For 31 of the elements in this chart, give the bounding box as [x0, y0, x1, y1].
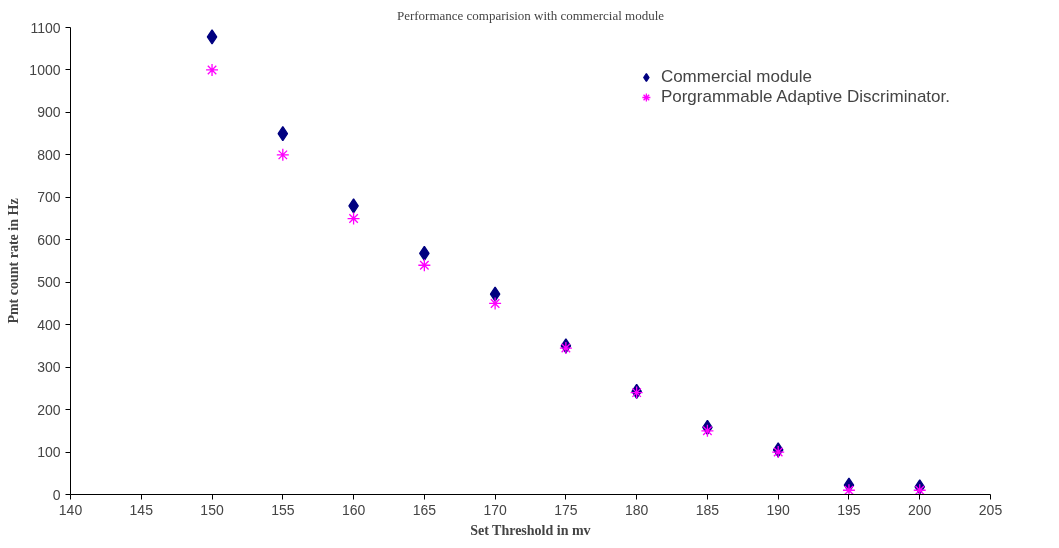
x-tick-label: 180 — [624, 501, 649, 518]
y-tick-label: 600 — [37, 231, 61, 248]
y-tick-label: 500 — [37, 274, 61, 291]
y-tick-label: 800 — [37, 146, 61, 163]
legend-label: Porgrammable Adaptive Discriminator. — [660, 87, 950, 107]
y-tick-label: 100 — [37, 444, 61, 461]
x-tick-label: 190 — [766, 501, 791, 518]
x-tick-label: 200 — [908, 501, 932, 518]
x-tick-label: 140 — [58, 501, 83, 518]
chart-title: Performance comparision with commercial module — [396, 7, 665, 23]
x-tick-label: 165 — [412, 501, 437, 518]
y-tick-label: 0 — [52, 486, 61, 503]
x-tick-label: 150 — [200, 501, 224, 518]
y-tick-label: 300 — [37, 359, 61, 376]
y-tick-label: 1000 — [29, 61, 61, 78]
x-tick-label: 175 — [554, 501, 578, 518]
x-tick-label: 155 — [271, 501, 295, 518]
x-tick-label: 145 — [129, 501, 154, 518]
x-tick-label: 195 — [837, 501, 861, 518]
y-tick-label: 700 — [37, 189, 61, 206]
y-tick-label: 400 — [37, 316, 61, 333]
x-axis-title: Set Threshold in mv — [470, 522, 591, 538]
y-axis-title: Pmt count rate in Hz — [6, 198, 22, 324]
y-tick-label: 200 — [37, 401, 61, 418]
y-tick-label: 900 — [37, 104, 61, 121]
x-tick-label: 205 — [978, 501, 1003, 518]
x-tick-label: 160 — [341, 501, 366, 518]
x-tick-label: 170 — [483, 501, 508, 518]
x-tick-label: 185 — [695, 501, 720, 518]
y-tick-label: 1100 — [30, 19, 61, 36]
legend-label: Commercial module — [660, 67, 813, 87]
